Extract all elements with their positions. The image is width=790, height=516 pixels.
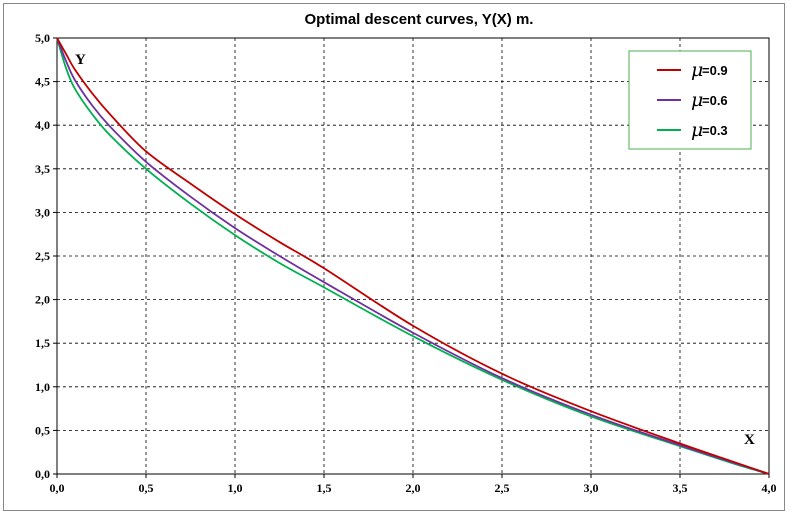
x-tick-label: 1,5 <box>317 481 332 495</box>
legend-mu-symbol: μ <box>691 59 703 81</box>
y-tick-label: 2,5 <box>35 249 50 263</box>
x-axis-ticks: 0,0 0,5 1,0 1,5 2,0 2,5 3,0 3,5 4,0 <box>50 474 777 495</box>
x-tick-label: 2,5 <box>495 481 510 495</box>
x-tick-label: 2,0 <box>406 481 421 495</box>
y-tick-label: 2,0 <box>35 293 50 307</box>
legend-box <box>628 50 752 150</box>
y-tick-label: 1,0 <box>35 380 50 394</box>
legend-mu-symbol: μ <box>691 89 703 111</box>
legend-mu-symbol: μ <box>691 119 703 141</box>
y-tick-label: 0,0 <box>35 467 50 481</box>
series-line-mu-0-9 <box>56 37 770 475</box>
legend-label: =0.9 <box>702 63 728 78</box>
x-tick-label: 0,5 <box>139 481 154 495</box>
legend-label: =0.3 <box>702 123 728 138</box>
y-tick-label: 0,5 <box>35 423 50 437</box>
y-tick-label: 3,0 <box>35 205 50 219</box>
y-axis-label: Y <box>75 52 86 68</box>
x-tick-label: 1,0 <box>228 481 243 495</box>
series-line-mu-0-6 <box>56 37 770 475</box>
x-tick-label: 3,0 <box>584 481 599 495</box>
x-tick-label: 3,5 <box>673 481 688 495</box>
legend-label: =0.6 <box>702 93 728 108</box>
legend: μ=0.9μ=0.6μ=0.3 <box>628 50 752 150</box>
y-tick-label: 4,0 <box>35 118 50 132</box>
x-tick-label: 0,0 <box>50 481 65 495</box>
chart-title: Optimal descent curves, Y(X) m. <box>305 11 534 28</box>
y-tick-label: 1,5 <box>35 336 50 350</box>
series-line-mu-0-3 <box>56 37 770 475</box>
y-tick-label: 5,0 <box>35 31 50 45</box>
y-axis-ticks: 0,0 0,5 1,0 1,5 2,0 2,5 3,0 3,5 4,0 4,5 5,0 <box>35 31 57 481</box>
x-tick-label: 4,0 <box>762 481 777 495</box>
y-tick-label: 4,5 <box>35 75 50 89</box>
x-axis-label: X <box>744 432 755 448</box>
series-lines <box>56 37 770 475</box>
y-tick-label: 3,5 <box>35 162 50 176</box>
